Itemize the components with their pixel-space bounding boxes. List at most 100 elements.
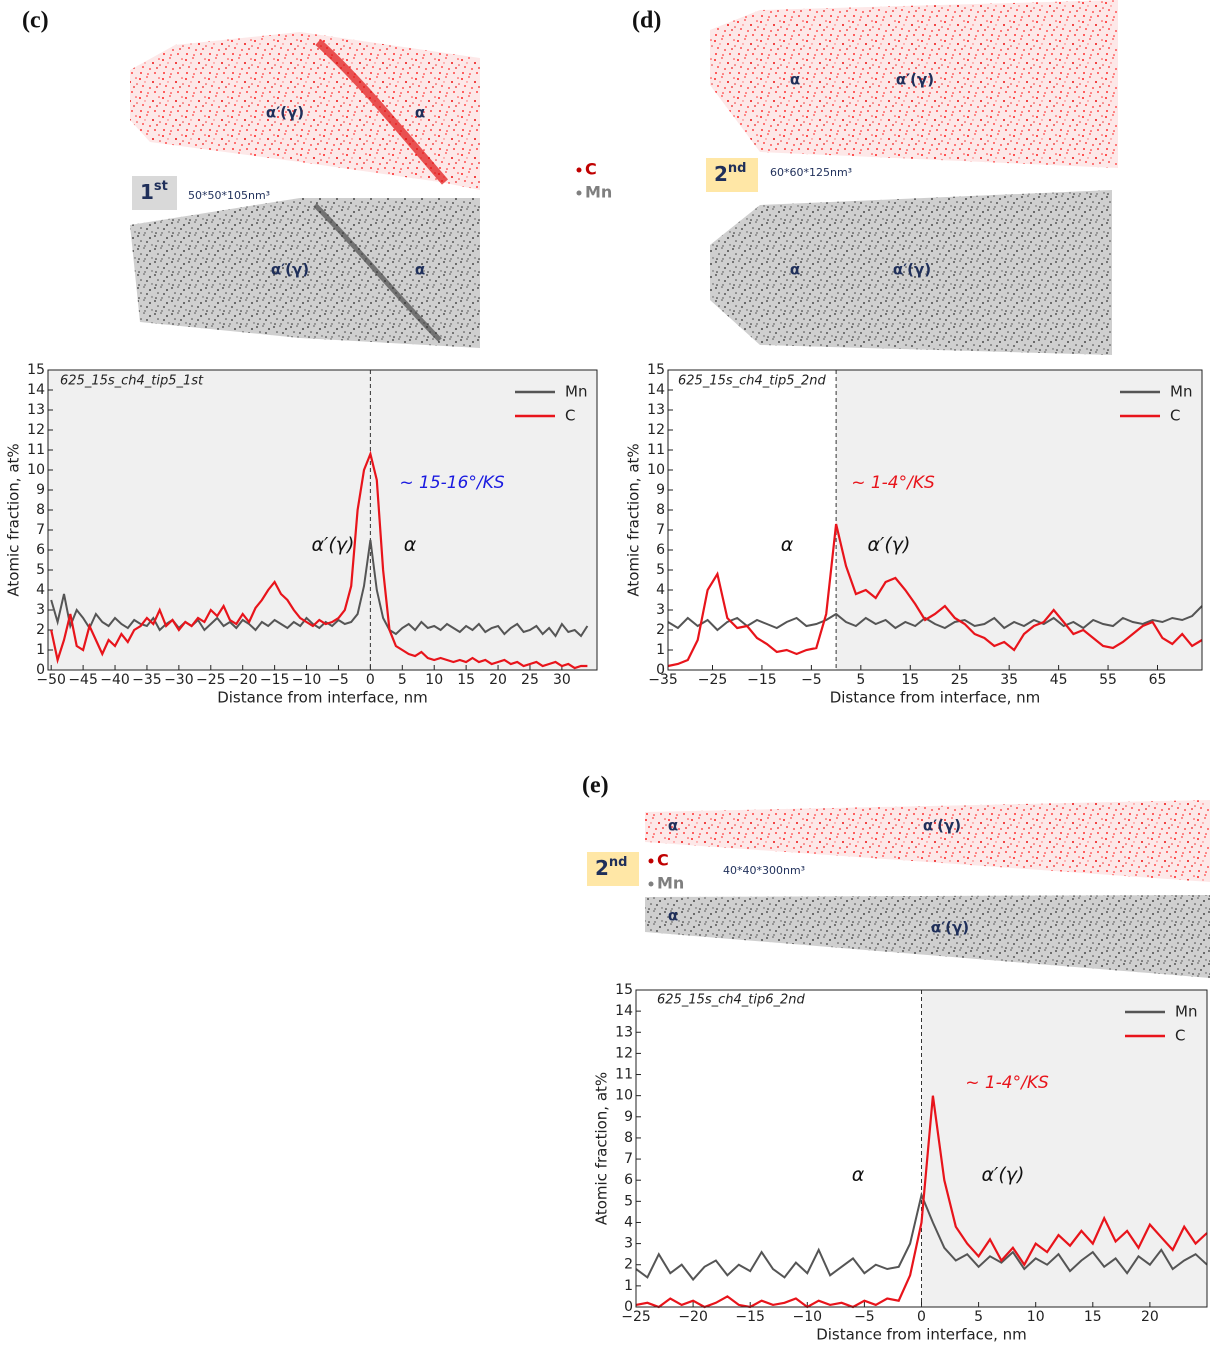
y-tick-label: 6 <box>36 542 45 558</box>
x-tick-label: −25 <box>621 1309 651 1325</box>
y-tick-label: 11 <box>27 442 45 458</box>
phase-label: α′(γ) <box>266 104 304 122</box>
c-tip <box>130 32 480 190</box>
specimen-size: 40*40*300nm³ <box>723 864 805 877</box>
y-tick-label: 9 <box>36 482 45 498</box>
run-label: 1st <box>140 179 168 204</box>
y-tick-label: 15 <box>647 362 665 378</box>
y-tick-label: 12 <box>615 1045 633 1061</box>
y-tick-label: 13 <box>615 1024 633 1040</box>
run-label: 2nd <box>595 855 627 880</box>
y-tick-label: 1 <box>656 642 665 658</box>
mn-tip <box>645 895 1210 978</box>
x-tick-label: −25 <box>698 672 728 688</box>
run-suffix: st <box>154 179 168 194</box>
y-tick-label: 11 <box>647 442 665 458</box>
y-tick-label: 10 <box>647 462 665 478</box>
annotation: ~ 1-4°/KS <box>965 1073 1049 1093</box>
annotation: α′(γ) <box>868 534 911 556</box>
run-suffix: nd <box>728 161 747 176</box>
legend-label: Mn <box>565 383 587 401</box>
annotation: 625_15s_ch4_tip5_1st <box>60 374 204 389</box>
mn-tip <box>710 190 1112 355</box>
y-tick-label: 5 <box>624 1193 633 1209</box>
legend-dot <box>648 858 654 864</box>
legend-label: Mn <box>657 874 684 893</box>
x-tick-label: 15 <box>1084 1309 1102 1325</box>
panel-label: (c) <box>22 8 49 34</box>
legend-dot <box>576 190 582 196</box>
x-tick-label: 35 <box>1000 672 1018 688</box>
y-tick-label: 12 <box>27 422 45 438</box>
y-tick-label: 4 <box>624 1214 633 1230</box>
y-axis-label: Atomic fraction, at% <box>593 1072 611 1225</box>
legend-label: Mn <box>1170 383 1192 401</box>
x-tick-label: 5 <box>398 672 407 688</box>
y-tick-label: 3 <box>624 1236 633 1252</box>
x-tick-label: 20 <box>1141 1309 1159 1325</box>
annotation: α′(γ) <box>312 534 355 556</box>
legend-dot <box>648 881 654 887</box>
c-tip <box>710 0 1118 168</box>
phase-label: α′(γ) <box>923 817 961 835</box>
x-tick-label: −45 <box>68 672 98 688</box>
specimen-size: 60*60*125nm³ <box>770 166 852 179</box>
x-tick-label: 5 <box>856 672 865 688</box>
run-number: 2 <box>714 162 728 186</box>
x-tick-label: −15 <box>747 672 777 688</box>
y-axis-label: Atomic fraction, at% <box>5 443 23 596</box>
y-tick-label: 4 <box>656 582 665 598</box>
mn-interface <box>313 203 442 342</box>
series-line <box>667 523 1203 668</box>
y-tick-label: 11 <box>615 1067 633 1083</box>
phase-label: α′(γ) <box>271 261 309 279</box>
run-number: 2 <box>595 856 609 880</box>
x-tick-label: 15 <box>901 672 919 688</box>
phase-label: α <box>415 261 425 279</box>
annotation: α′(γ) <box>982 1164 1025 1186</box>
y-tick-label: 0 <box>624 1299 633 1315</box>
x-tick-label: −35 <box>648 672 678 688</box>
y-tick-label: 0 <box>656 662 665 678</box>
y-tick-label: 6 <box>656 542 665 558</box>
shaded-region <box>836 370 1202 670</box>
x-tick-label: 30 <box>553 672 571 688</box>
c-interface <box>315 39 449 185</box>
x-tick-label: −5 <box>328 672 349 688</box>
phase-label: α <box>790 261 800 279</box>
x-tick-label: 65 <box>1149 672 1167 688</box>
y-tick-label: 14 <box>615 1003 633 1019</box>
y-tick-label: 1 <box>624 1278 633 1294</box>
x-axis-label: Distance from interface, nm <box>217 689 428 707</box>
phase-label: α <box>790 71 800 89</box>
annotation: α <box>852 1164 865 1186</box>
x-tick-label: −20 <box>678 1309 708 1325</box>
series-line <box>635 1191 1208 1282</box>
y-tick-label: 9 <box>624 1109 633 1125</box>
y-axis-label: Atomic fraction, at% <box>625 443 643 596</box>
y-tick-label: 10 <box>27 462 45 478</box>
x-tick-label: −10 <box>292 672 322 688</box>
plot-frame <box>47 369 598 671</box>
y-tick-label: 8 <box>36 502 45 518</box>
x-tick-label: −5 <box>854 1309 875 1325</box>
series-line <box>50 539 589 638</box>
y-tick-label: 14 <box>27 382 45 398</box>
y-tick-label: 15 <box>615 982 633 998</box>
annotation: ~ 1-4°/KS <box>851 473 935 493</box>
series-line <box>667 605 1203 632</box>
y-tick-label: 10 <box>615 1088 633 1104</box>
y-tick-label: 4 <box>36 582 45 598</box>
x-tick-label: −25 <box>196 672 226 688</box>
y-tick-label: 2 <box>624 1257 633 1273</box>
phase-label: α′(γ) <box>931 919 969 937</box>
x-tick-label: −30 <box>164 672 194 688</box>
series-line <box>50 450 588 670</box>
legend-dot <box>576 167 582 173</box>
y-tick-label: 1 <box>36 642 45 658</box>
phase-label: α <box>415 104 425 122</box>
x-tick-label: 55 <box>1099 672 1117 688</box>
legend-label: C <box>1175 1027 1185 1045</box>
run-number: 1 <box>140 180 154 204</box>
